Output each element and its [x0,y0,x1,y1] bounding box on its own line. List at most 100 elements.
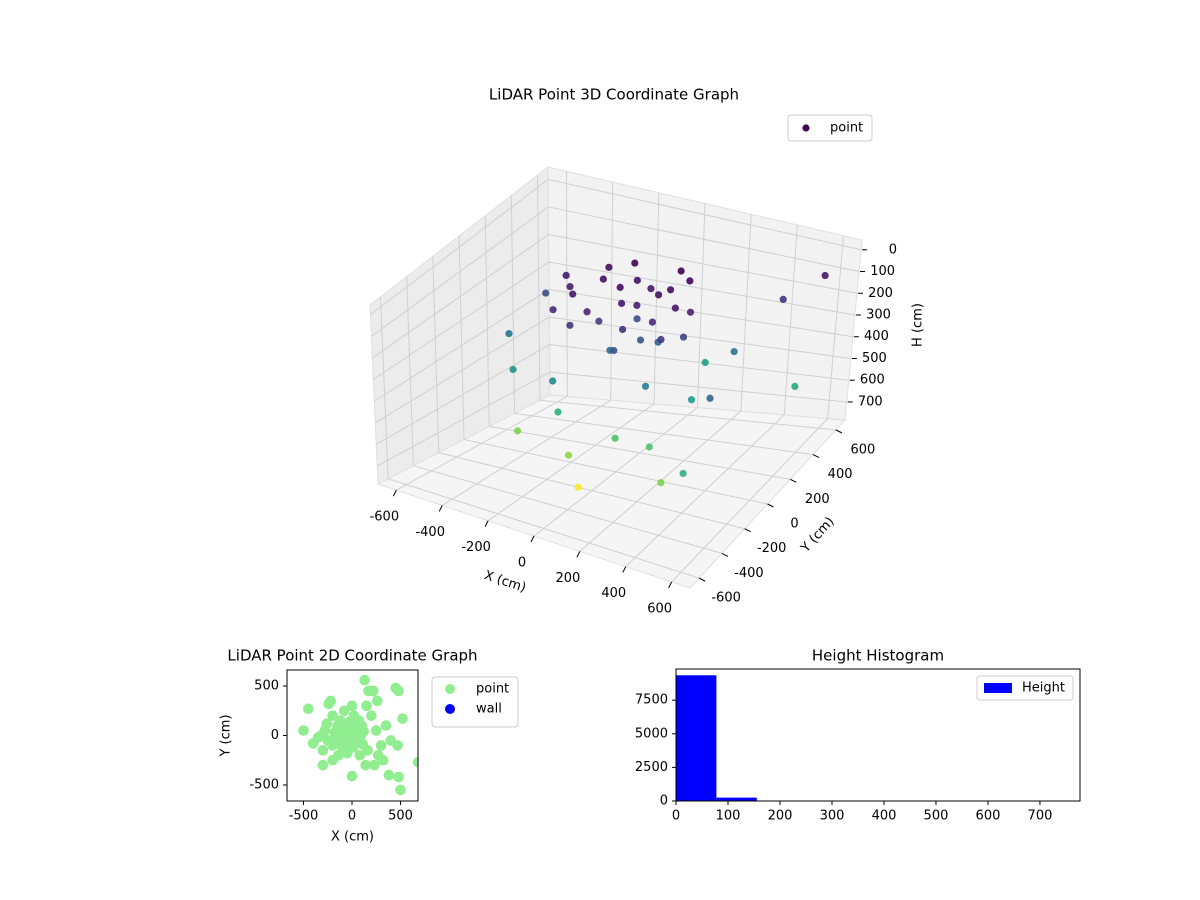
z-tick-label: 500 [862,351,887,366]
point [554,408,562,416]
z-axis-label: H (cm) [911,303,926,347]
x-tick-label: 600 [647,601,672,616]
grid-line [827,235,845,419]
point [641,382,650,390]
x-tick-label: 600 [976,809,1001,824]
tick-mark [767,503,774,508]
tick-mark [744,528,751,533]
grid-line [783,224,798,415]
grid-line [539,399,836,431]
point [338,705,350,717]
legend-marker [445,684,455,694]
point [648,318,657,326]
point [574,483,582,491]
x-axis-label: X (cm) [482,568,528,596]
point [412,756,418,768]
point [327,710,338,722]
y-tick-label: 0 [790,517,798,532]
tick-mark [812,454,820,459]
point [397,713,408,724]
point [633,301,641,309]
x-tick-label: 700 [1028,809,1053,824]
point [346,700,358,712]
y-tick-label: -200 [757,541,787,556]
point [583,308,591,316]
x-tick-label: -500 [289,809,319,824]
point [610,346,618,355]
point [645,443,653,451]
point [505,330,513,338]
bar [676,675,717,801]
point [359,674,370,686]
legend-label: Height [1022,681,1065,696]
point [657,335,665,344]
tick-mark [576,551,581,558]
point [677,267,685,275]
y-tick-label: 7500 [635,693,668,708]
point [566,321,574,329]
point [325,695,336,707]
grid-line [484,215,490,427]
point [657,479,665,487]
x-tick-label: 400 [872,809,897,824]
legend-marker [445,704,455,714]
x-tick-label: 200 [555,571,580,586]
point [617,299,626,307]
point [633,276,641,284]
grid-line [406,276,414,466]
x-tick-label: 200 [768,809,793,824]
point [706,394,714,402]
tick-mark [790,478,797,483]
x-tick-label: 100 [716,809,741,824]
point [631,259,639,267]
point [395,784,406,796]
grid-line [413,465,723,554]
tick-mark [721,552,729,557]
point [369,759,380,771]
x-tick-label: 300 [820,809,845,824]
point [358,726,369,737]
point [701,358,709,367]
grid-line [548,206,860,273]
y-tick-label: -400 [734,566,764,581]
grid-line [549,371,847,403]
point [549,377,557,385]
point [317,759,329,771]
point [566,283,574,291]
y-tick-label: 2500 [635,760,668,775]
point [679,469,687,478]
chart-title: Height Histogram [812,647,944,665]
y-axis-label: Y (cm) [798,514,838,556]
point [346,770,358,782]
x-tick-label: 500 [924,809,949,824]
legend-swatch [984,683,1012,693]
z-tick-label: 400 [864,329,889,344]
point [327,754,338,766]
grid-line [387,478,700,579]
point [599,275,607,283]
grid-line [375,316,550,424]
tick-mark [392,489,397,497]
point [821,271,829,280]
point [360,759,371,771]
point [666,286,675,294]
chart-title: LiDAR Point 2D Coordinate Graph [227,647,477,665]
y-tick-label: 0 [660,794,668,809]
point [779,295,787,303]
point [392,740,403,751]
x-tick-label: 400 [601,586,626,601]
z-tick-label: 200 [868,286,893,301]
grid-line [510,195,516,414]
x-tick-label: -200 [461,540,491,555]
grid-line [514,412,814,456]
point [686,277,694,285]
grid-line [458,235,465,440]
point [298,725,309,736]
grid-line [370,178,549,316]
tick-mark [835,429,843,434]
grid-line [372,234,549,359]
point [633,315,641,323]
x-tick-label: 0 [518,556,526,571]
x-tick-label: 500 [388,809,413,824]
y-tick-label: 200 [805,492,830,507]
